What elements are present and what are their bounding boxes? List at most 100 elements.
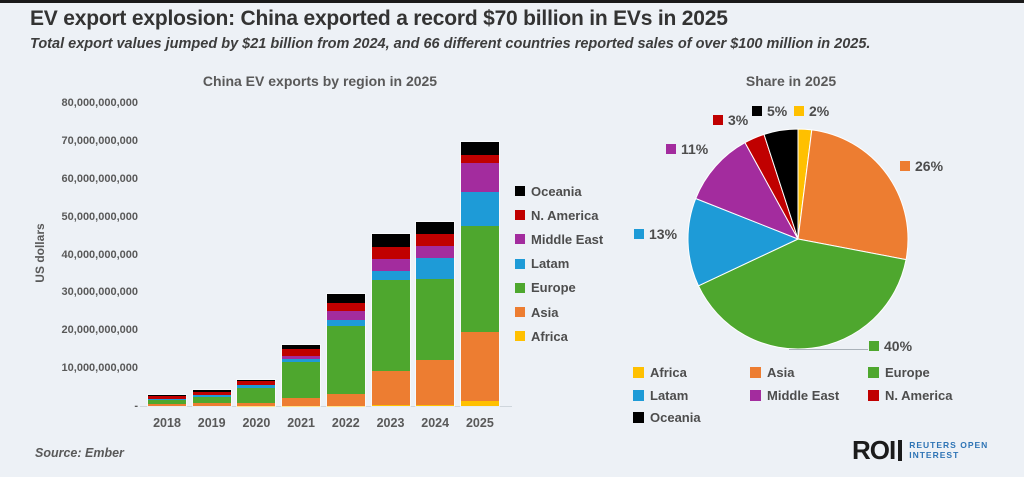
legend-swatch-icon	[750, 366, 761, 378]
legend-swatch-icon	[869, 341, 879, 351]
bar-segment-2025-asia	[460, 331, 499, 401]
legend-swatch-icon	[634, 229, 644, 239]
pie-percent-text: 5%	[767, 103, 788, 119]
legend-swatch-icon	[666, 144, 676, 154]
bar-segment-2022-europe	[326, 326, 365, 394]
bar-segment-2024-middle-east	[416, 245, 455, 258]
legend-swatch-icon	[515, 282, 525, 293]
bar-segment-2023-n-america	[371, 246, 410, 259]
bar-segment-2019-asia	[192, 402, 231, 406]
bar-segment-2020-europe	[237, 388, 276, 403]
bar-segment-2022-asia	[326, 393, 365, 406]
legend-swatch-icon	[752, 106, 762, 116]
source-note: Source: Ember	[35, 446, 124, 460]
pie-percent-text: 3%	[728, 112, 749, 128]
legend-label: Latam	[650, 387, 689, 403]
bar-segment-2019-latam	[192, 395, 231, 397]
bar-2025	[459, 140, 500, 408]
legend-swatch-icon	[515, 307, 525, 317]
x-tick-label-2021: 2021	[287, 416, 315, 430]
bar-segment-2019-n-america	[192, 391, 231, 395]
legend-label: Asia	[767, 364, 795, 380]
bar-segment-2020-n-america	[237, 381, 276, 385]
pie-chart-title: Share in 2025	[745, 73, 837, 89]
legend-label: Middle East	[767, 387, 840, 403]
pie-legend-item-asia: Asia	[750, 364, 794, 380]
legend-label: Oceania	[531, 183, 582, 199]
x-tick-label-2022: 2022	[331, 416, 360, 430]
pie-value-label-oceania: 5%	[752, 103, 787, 119]
bar-segment-2023-middle-east	[371, 258, 410, 271]
legend-swatch-icon	[713, 115, 723, 125]
y-tick-label: 30,000,000,000	[61, 286, 138, 299]
bar-segment-2021-n-america	[282, 349, 321, 357]
bar-segment-2023-oceania	[371, 234, 410, 247]
bar-segment-2025-middle-east	[460, 162, 499, 192]
legend-label: N. America	[885, 387, 953, 403]
pie-legend-item-latam: Latam	[633, 387, 688, 403]
bar-segment-2025-europe	[460, 226, 499, 332]
bar-segment-2025-africa	[460, 400, 499, 406]
legend-swatch-icon	[868, 366, 879, 378]
legend-swatch-icon	[515, 234, 525, 245]
y-tick-label: -	[134, 400, 138, 412]
legend-swatch-icon	[515, 258, 525, 269]
bar-2018	[147, 393, 187, 408]
bar-segment-2021-europe	[282, 362, 321, 399]
pie-legend-item-middle-east: Middle East	[750, 387, 839, 403]
pie-legend-item-oceania: Oceania	[633, 409, 701, 425]
bar-chart-plot-area	[140, 95, 512, 408]
legend-swatch-icon	[868, 389, 879, 401]
bar-segment-2024-africa	[416, 404, 455, 406]
bar-2022	[325, 293, 366, 407]
bar-segment-2025-latam	[460, 191, 499, 227]
pie-value-label-middle-east: 11%	[666, 141, 708, 157]
pie-percent-text: 40%	[884, 338, 913, 354]
bar-segment-2024-n-america	[416, 234, 455, 246]
y-tick-label: 80,000,000,000	[61, 97, 138, 109]
y-tick-label: 70,000,000,000	[61, 134, 138, 147]
pie-legend-item-africa: Africa	[633, 364, 687, 380]
y-tick-label: 60,000,000,000	[61, 172, 138, 185]
bar-segment-2023-africa	[371, 404, 410, 406]
legend-label: Middle East	[531, 231, 604, 247]
bar-segment-2024-europe	[416, 279, 455, 360]
bar-legend-item-latam: Latam	[515, 256, 569, 272]
roi-logo: ROI REUTERS OPEN INTEREST	[852, 435, 988, 465]
bar-segment-2018-asia	[148, 404, 186, 406]
legend-label: N. America	[531, 207, 599, 223]
bar-segment-2022-middle-east	[326, 311, 365, 321]
legend-swatch-icon	[633, 366, 644, 378]
x-tick-label-2020: 2020	[242, 416, 271, 430]
bar-legend-item-europe: Europe	[515, 280, 576, 296]
bar-segment-2021-latam	[282, 359, 321, 363]
pie-chart	[687, 128, 909, 350]
bar-segment-2022-oceania	[326, 294, 365, 304]
pie-slice-europe	[697, 238, 907, 350]
pie-leader-line-europe	[789, 349, 868, 350]
bar-legend-item-asia: Asia	[515, 304, 558, 320]
y-tick-label: 10,000,000,000	[61, 362, 138, 375]
bar-segment-2018-latam	[148, 398, 186, 400]
x-tick-label-2023: 2023	[376, 416, 405, 430]
bar-segment-2022-latam	[326, 320, 365, 327]
x-tick-label-2018: 2018	[153, 416, 181, 430]
bar-2024	[415, 221, 456, 407]
legend-label: Oceania	[650, 409, 701, 425]
pie-value-label-asia: 26%	[900, 158, 943, 174]
pie-value-label-europe: 40%	[869, 338, 912, 354]
bar-legend-item-africa: Africa	[515, 328, 568, 344]
roi-logo-divider	[898, 439, 903, 461]
bar-segment-2021-oceania	[282, 344, 321, 350]
pie-percent-text: 26%	[915, 158, 944, 174]
bar-segment-2023-europe	[371, 279, 410, 371]
bar-segment-2018-n-america	[148, 395, 186, 399]
legend-label: Europe	[531, 280, 576, 296]
legend-swatch-icon	[750, 389, 761, 401]
bar-chart-title: China EV exports by region in 2025	[202, 73, 438, 89]
y-tick-label: 40,000,000,000	[61, 248, 138, 261]
roi-logo-mark: ROI	[852, 435, 896, 465]
bar-2019	[191, 389, 232, 407]
pie-slice-asia	[797, 129, 909, 261]
